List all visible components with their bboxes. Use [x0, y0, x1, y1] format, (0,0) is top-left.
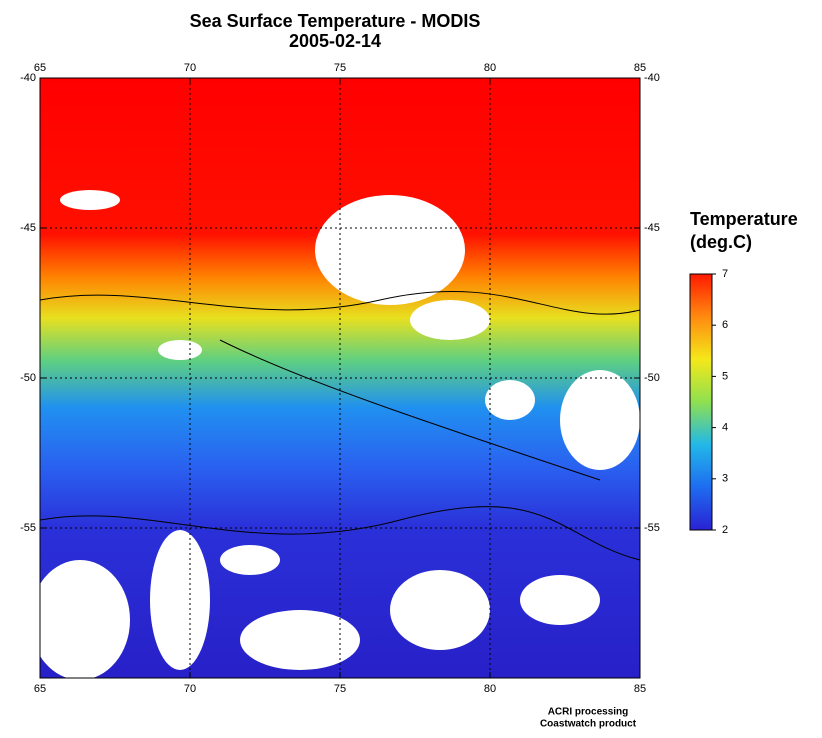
lon-tick-label: 65: [34, 683, 46, 695]
lat-tick-label: -50: [20, 372, 36, 384]
colorbar-tick-label: 2: [722, 524, 728, 536]
colorbar: [689, 273, 713, 531]
colorbar-tick-label: 5: [722, 370, 728, 382]
footer: Coastwatch product: [540, 719, 637, 730]
colorbar-tick-label: 4: [722, 422, 728, 434]
footer: ACRI processing: [548, 707, 629, 718]
lon-tick-label: 65: [34, 62, 46, 74]
lat-tick-label: -40: [20, 72, 36, 84]
lon-tick-label: 85: [634, 683, 646, 695]
lat-tick-label: -45: [20, 222, 36, 234]
colorbar-unit: (deg.C): [690, 232, 752, 252]
colorbar-tick-label: 7: [722, 268, 728, 280]
lon-tick-label: 75: [334, 683, 346, 695]
lat-tick-label: -45: [644, 222, 660, 234]
colorbar-tick-label: 3: [722, 473, 728, 485]
lon-tick-label: 70: [184, 62, 196, 74]
title: Sea Surface Temperature - MODIS: [190, 11, 481, 31]
colorbar-tick-label: 6: [722, 319, 728, 331]
lat-tick-label: -50: [644, 372, 660, 384]
lon-tick-label: 85: [634, 62, 646, 74]
lat-tick-label: -40: [644, 72, 660, 84]
lon-tick-label: 75: [334, 62, 346, 74]
subtitle: 2005-02-14: [289, 31, 381, 51]
colorbar-title: Temperature: [690, 209, 798, 229]
lat-tick-label: -55: [20, 522, 36, 534]
lon-tick-label: 80: [484, 62, 496, 74]
lat-tick-label: -55: [644, 522, 660, 534]
lon-tick-label: 80: [484, 683, 496, 695]
lon-tick-label: 70: [184, 683, 196, 695]
sst-field: [40, 78, 640, 678]
